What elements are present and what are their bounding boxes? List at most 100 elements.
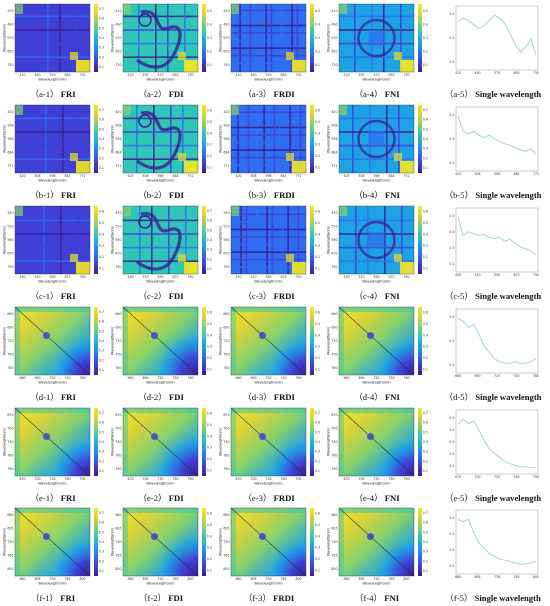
y-tick-label: 780 (223, 366, 229, 370)
x-tick-label: 750 (64, 376, 70, 380)
y-tick-label: 660 (331, 312, 337, 316)
y-tick-label: 750 (7, 265, 13, 269)
colorbar-tick-label: 0.4 (423, 22, 428, 26)
colorbar-tick-label: 0.2 (423, 50, 428, 54)
spectrum-panel-d: 660 690 720 750 780 0.1 0.2 0.3 (442, 305, 542, 389)
x-tick-label: 650 (280, 73, 286, 77)
spectrum-chart: 660 695 730 765 800 0.1 0.2 0.3 0.4 (449, 509, 539, 579)
x-tick-label: 510 (358, 275, 364, 279)
y-tick-label: 660 (223, 312, 229, 316)
colorbar-tick-label: 0.6 (315, 311, 320, 315)
panel-title: Single wavelength (472, 493, 542, 503)
colorbar-tick-label: 0.3 (99, 46, 104, 50)
plot-frame (230, 205, 307, 275)
y-tick-label: 800 (223, 567, 229, 571)
colorbar-tick-label: 0.2 (207, 154, 212, 158)
colorbar-tick-label: 0.3 (315, 345, 320, 349)
colorbar-tick-label: 0.2 (207, 356, 212, 360)
y-axis-label: Wavelength(nm) (111, 527, 115, 556)
colorbar-tick-label: 0.6 (207, 109, 212, 113)
y-tick-label: 670 (223, 252, 229, 256)
y-tick-label: 765 (223, 554, 229, 558)
y-tick-label: 510 (331, 224, 337, 228)
panel-caption: （a-2） FDI (106, 88, 216, 100)
x-tick-label: 720 (265, 376, 271, 380)
y-tick-label: 700 (115, 426, 121, 430)
panel-caption: （d-1） FRI (0, 391, 108, 403)
x-tick-label: 695 (142, 577, 148, 581)
panel-label: （d-5） (444, 392, 474, 402)
panel-label: （a-1） (30, 89, 59, 99)
panel-caption: （c-1） FRI (0, 290, 108, 302)
colorbar-tick-label: 0.1 (315, 63, 320, 67)
y-tick-label: 750 (7, 353, 13, 357)
panel-title: FNI (382, 593, 400, 603)
x-tick-label: 730 (49, 477, 55, 481)
panel-label: （f-2） (138, 593, 167, 603)
x-tick-label: 772 (403, 174, 409, 178)
spectrum-panel-c: 430 510 590 670 750 0.2 0.3 0.4 0.5 (442, 204, 542, 288)
y-tick-label: 0.1 (449, 464, 454, 468)
y-tick-label: 695 (331, 526, 337, 530)
y-tick-label: 490 (115, 22, 121, 26)
y-tick-label: 800 (7, 567, 13, 571)
panel-title: FNI (382, 392, 400, 402)
colorbar-tick-label: 0.5 (99, 26, 104, 30)
y-axis-label: Wavelength(nm) (3, 527, 7, 556)
colorbar (202, 508, 206, 576)
colorbar-tick-label: 0.2 (99, 255, 104, 259)
x-tick-label: 596 (49, 174, 55, 178)
y-tick-label: 720 (331, 339, 337, 343)
y-tick-label: 430 (115, 211, 121, 215)
y-tick-label: 790 (7, 467, 13, 471)
panel-title: FDI (166, 89, 184, 99)
y-tick-label: 596 (223, 137, 229, 141)
x-axis-label: Wavelength(nm) (254, 280, 283, 284)
heatmap (123, 105, 198, 173)
colorbar-tick-label: 0.5 (207, 9, 212, 13)
x-axis-label: Wavelength(nm) (254, 78, 283, 82)
x-tick-label: 660 (235, 577, 241, 581)
y-tick-label: 590 (115, 238, 121, 242)
colorbar-tick-label: 0.2 (315, 459, 320, 463)
x-tick-label: 410 (127, 73, 133, 77)
colorbar (94, 408, 98, 476)
colorbar-tick-label: 0.4 (423, 137, 428, 141)
x-tick-label: 510 (250, 275, 256, 279)
colorbar-tick-label: 0.2 (315, 557, 320, 561)
colorbar-tick-label: 0.2 (315, 356, 320, 360)
x-tick-label: 410 (235, 73, 241, 77)
panel-label: （c-4） (354, 291, 383, 301)
panel-title: FNI (382, 190, 400, 200)
colorbar-tick-label: 0.3 (207, 36, 212, 40)
colorbar (418, 508, 422, 576)
spectrum-line (457, 116, 537, 155)
x-axis-label: Wavelength(nm) (38, 582, 67, 586)
y-tick-label: 0.3 (449, 532, 454, 536)
y-tick-label: 590 (331, 238, 337, 242)
y-tick-label: 430 (223, 211, 229, 215)
colorbar-tick-label: 0.4 (99, 232, 104, 236)
y-tick-label: 730 (223, 440, 229, 444)
x-tick-label: 750 (533, 273, 539, 277)
panel-title: FRDI (271, 493, 295, 503)
x-tick-label: 690 (142, 376, 148, 380)
y-tick-label: 730 (115, 540, 121, 544)
colorbar-tick-label: 0.5 (423, 9, 428, 13)
x-tick-label: 750 (280, 376, 286, 380)
x-tick-label: 760 (172, 477, 178, 481)
heatmap-panel-c-2: 430 510 590 670 750 430 510 590 670 750 Wavelength… (110, 204, 216, 288)
heatmap-panel-c-3: 430 510 590 670 750 430 510 590 670 750 Wavelength… (218, 204, 324, 288)
colorbar-tick-label: 0.5 (315, 221, 320, 225)
heatmap (339, 307, 414, 375)
y-tick-label: 508 (223, 123, 229, 127)
panel-title: FRDI (271, 89, 295, 99)
x-tick-label: 765 (513, 575, 519, 579)
panel-label: （d-3） (243, 392, 272, 402)
y-tick-label: 0.1 (449, 564, 454, 568)
y-tick-label: 730 (331, 540, 337, 544)
colorbar-tick-label: 0.1 (207, 165, 212, 169)
colorbar-tick-label: 0.4 (315, 22, 320, 26)
x-tick-label: 670 (127, 477, 133, 481)
colorbar-tick-label: 0.4 (315, 534, 320, 538)
